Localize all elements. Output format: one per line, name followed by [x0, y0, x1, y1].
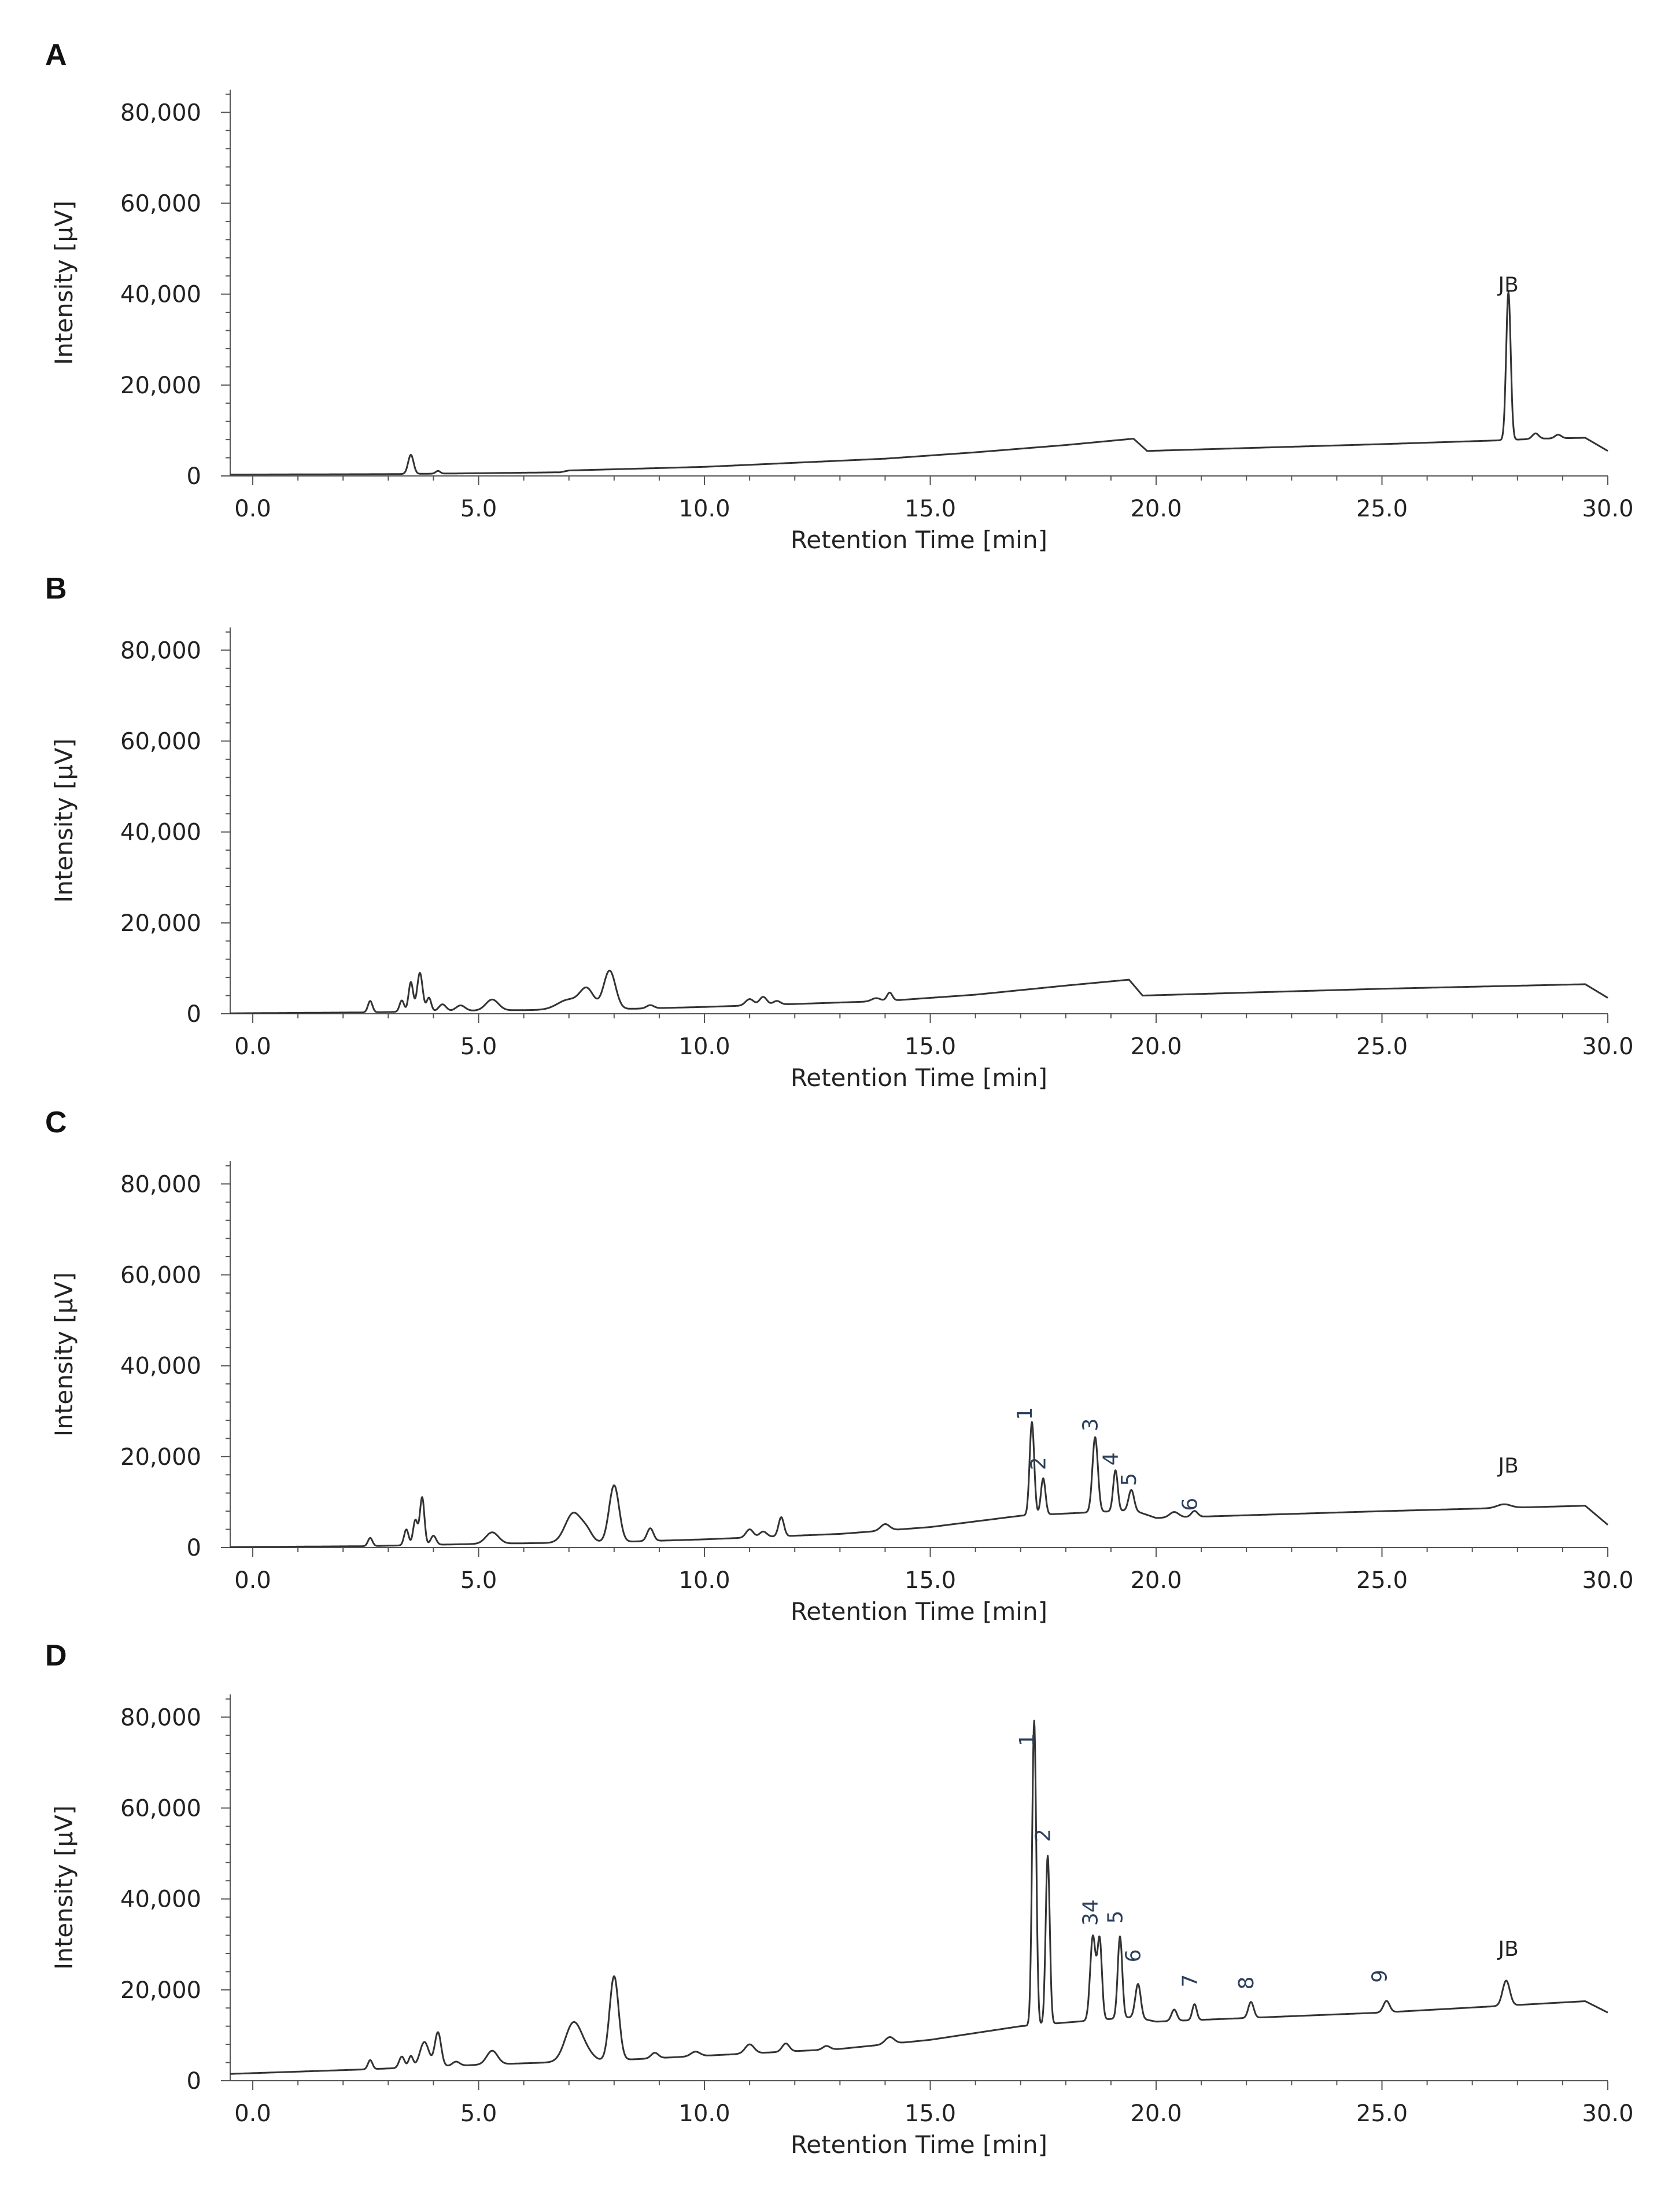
- peak-label-c: 2: [1027, 1457, 1051, 1470]
- chromatogram-trace-d: [230, 1719, 1608, 2075]
- x-tick-label-d: 20.0: [1130, 2100, 1182, 2127]
- x-tick-label-d: 0.0: [234, 2100, 271, 2127]
- y-tick-label-a: 60,000: [120, 190, 201, 217]
- panel-a: A Intensity [μV] Retention Time [min] 0 2…: [45, 38, 1634, 554]
- chromatogram-trace-c: [230, 1421, 1608, 1548]
- y-tick-label-a: 40,000: [120, 282, 201, 308]
- panel-letter-d: D: [45, 1639, 67, 1672]
- x-tick-label-b: 30.0: [1582, 1033, 1633, 1060]
- x-tick-label-c: 20.0: [1130, 1567, 1182, 1594]
- y-tick-label-d: 80,000: [120, 1704, 201, 1731]
- y-tick-label-a: 80,000: [120, 99, 201, 126]
- x-tick-label-b: 15.0: [905, 1033, 956, 1060]
- x-tick-label-d: 10.0: [679, 2100, 730, 2127]
- y-tick-label-c: 60,000: [120, 1262, 201, 1288]
- panel-c: C Intensity [μV] Retention Time [min] 0 2…: [45, 1106, 1634, 1626]
- panel-letter-b: B: [45, 572, 67, 605]
- peak-label-a: JB: [1497, 274, 1519, 297]
- panel-letter-c: C: [45, 1106, 67, 1139]
- x-tick-label-c: 30.0: [1582, 1567, 1633, 1594]
- x-tick-label-a: 15.0: [905, 496, 956, 522]
- panel-d: D Intensity [μV] Retention Time [min] 0 2…: [45, 1639, 1634, 2159]
- y-axis-title-b: Intensity [μV]: [50, 738, 78, 903]
- panel-letter-a: A: [45, 38, 67, 72]
- y-tick-label-b: 20,000: [120, 910, 201, 937]
- panel-b: B Intensity [μV] Retention Time [min] 0 2…: [45, 572, 1634, 1092]
- x-tick-label-c: 25.0: [1356, 1567, 1408, 1594]
- y-tick-label-b: 40,000: [120, 819, 201, 846]
- y-tick-label-b: 80,000: [120, 637, 201, 664]
- y-axis-title-a: Intensity [μV]: [50, 201, 78, 365]
- y-tick-label-d: 20,000: [120, 1977, 201, 2004]
- x-tick-label-c: 15.0: [905, 1567, 956, 1594]
- peak-label-d: 34: [1079, 1899, 1102, 1926]
- x-tick-label-b: 0.0: [234, 1033, 271, 1060]
- x-tick-label-a: 25.0: [1356, 496, 1408, 522]
- x-tick-label-b: 20.0: [1130, 1033, 1182, 1060]
- y-tick-label-d: 60,000: [120, 1795, 201, 1822]
- peak-label-c: JB: [1497, 1454, 1519, 1478]
- y-tick-label-d: 0: [187, 2068, 201, 2095]
- peak-label-c: 3: [1079, 1418, 1102, 1431]
- peak-label-d: JB: [1497, 1937, 1519, 1961]
- peak-label-d: 8: [1235, 1977, 1258, 1990]
- x-tick-label-a: 0.0: [234, 496, 271, 522]
- x-tick-label-d: 5.0: [460, 2100, 497, 2127]
- x-axis-title-b: Retention Time [min]: [791, 1063, 1047, 1092]
- chromatogram-trace-b: [230, 969, 1608, 1014]
- x-tick-label-a: 5.0: [460, 496, 497, 522]
- x-axis-title-a: Retention Time [min]: [791, 526, 1047, 554]
- x-axis-title-d: Retention Time [min]: [791, 2130, 1047, 2159]
- x-tick-label-b: 10.0: [679, 1033, 730, 1060]
- peak-label-c: 6: [1178, 1498, 1202, 1511]
- y-tick-label-d: 40,000: [120, 1886, 201, 1913]
- y-tick-label-c: 40,000: [120, 1353, 201, 1380]
- x-tick-label-c: 5.0: [460, 1567, 497, 1594]
- x-tick-label-c: 10.0: [679, 1567, 730, 1594]
- peak-label-d: 9: [1368, 1970, 1392, 1983]
- x-axis-title-c: Retention Time [min]: [791, 1597, 1047, 1626]
- peak-label-d: 2: [1031, 1829, 1055, 1842]
- peak-label-c: 5: [1117, 1473, 1141, 1486]
- y-axis-title-c: Intensity [μV]: [50, 1272, 78, 1436]
- y-axis-title-d: Intensity [μV]: [50, 1805, 78, 1970]
- x-tick-label-d: 25.0: [1356, 2100, 1408, 2127]
- x-tick-label-b: 5.0: [460, 1033, 497, 1060]
- peak-label-c: 1: [1013, 1407, 1037, 1420]
- peak-label-d: 7: [1178, 1974, 1202, 1988]
- y-tick-label-c: 0: [187, 1535, 201, 1561]
- x-tick-label-d: 30.0: [1582, 2100, 1633, 2127]
- x-tick-label-a: 30.0: [1582, 496, 1633, 522]
- peak-label-d: 1: [1016, 1733, 1039, 1746]
- y-tick-label-a: 20,000: [120, 372, 201, 399]
- x-tick-label-b: 25.0: [1356, 1033, 1408, 1060]
- y-tick-label-b: 60,000: [120, 728, 201, 755]
- x-tick-label-d: 15.0: [905, 2100, 956, 2127]
- x-tick-label-a: 20.0: [1130, 496, 1182, 522]
- y-tick-label-c: 80,000: [120, 1171, 201, 1198]
- peak-label-d: 6: [1122, 1949, 1146, 1962]
- peak-label-d: 5: [1103, 1911, 1127, 1924]
- peak-label-c: 4: [1099, 1452, 1123, 1465]
- chromatogram-trace-a: [230, 291, 1608, 476]
- x-tick-label-a: 10.0: [679, 496, 730, 522]
- y-tick-label-c: 20,000: [120, 1444, 201, 1471]
- y-tick-label-b: 0: [187, 1001, 201, 1028]
- y-tick-label-a: 0: [187, 463, 201, 490]
- x-tick-label-c: 0.0: [234, 1567, 271, 1594]
